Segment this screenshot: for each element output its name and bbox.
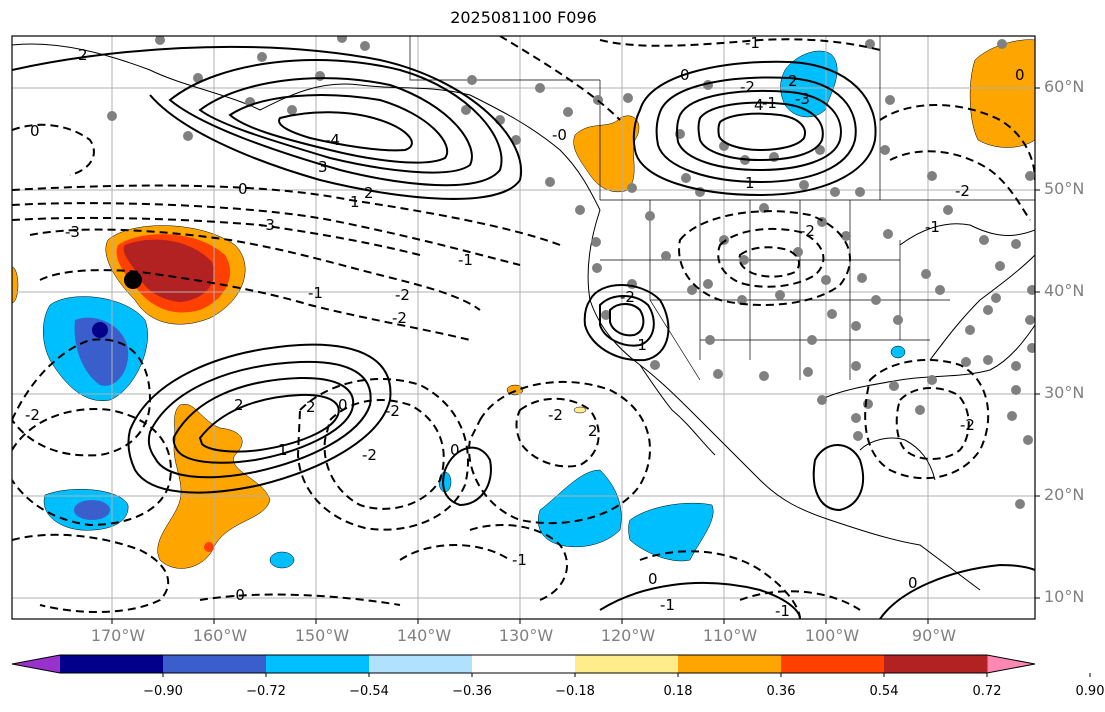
contour-label: 0: [1015, 66, 1025, 84]
lon-label: 120°W: [600, 626, 656, 645]
colorbar-segment: [266, 655, 370, 673]
colorbar-tick-label: −0.72: [246, 684, 286, 699]
contour-label: -1: [660, 596, 675, 614]
contour-label: 2: [78, 46, 88, 64]
contour-label: -2: [395, 286, 410, 304]
contour-label: -3: [795, 90, 810, 108]
contour-label: -2: [620, 288, 635, 306]
lon-label: 90°W: [911, 626, 957, 645]
contour-label: 2: [588, 422, 598, 440]
map-title: 2025081100 F096: [450, 8, 597, 27]
colorbar-tick-label: 0.18: [663, 684, 693, 699]
lat-label: 40°N: [1044, 281, 1085, 300]
contour-label: 2: [234, 396, 244, 414]
colorbar-extend-min: [12, 655, 60, 673]
contour-label: -0: [230, 586, 245, 604]
contour-label: -1: [512, 551, 527, 569]
contour-label: -2: [362, 446, 377, 464]
colorbar-tick-label: −0.54: [349, 684, 389, 699]
contour-label: 1: [745, 174, 755, 192]
colorbar-segment: [472, 655, 576, 673]
lat-label: 60°N: [1044, 77, 1085, 96]
contour-label: -2: [955, 182, 970, 200]
lon-label: 140°W: [396, 626, 452, 645]
map-frame: [11, 35, 1036, 620]
colorbar-tick-label: 0.72: [972, 684, 1002, 699]
contour-label: -2: [960, 416, 975, 434]
contour-label: 0: [450, 441, 460, 459]
contour-label: 0: [648, 570, 658, 588]
lon-label: 150°W: [294, 626, 350, 645]
contour-label: -1: [458, 251, 473, 269]
location-marker: [124, 271, 142, 289]
lat-label: 20°N: [1044, 485, 1085, 504]
colorbar-segment: [163, 655, 267, 673]
colorbar-tick-label: 0.90: [1075, 684, 1105, 699]
lat-ticks: [1035, 87, 1040, 599]
colorbar-segment: [575, 655, 679, 673]
colorbar-segment: [884, 655, 988, 673]
contour-label: -1: [775, 602, 790, 620]
contour-label: -2: [548, 406, 563, 424]
lat-label: 10°N: [1044, 587, 1085, 606]
negative-contours: [12, 36, 1035, 619]
contour-label: -1: [745, 34, 760, 52]
contour-label: 4: [754, 96, 764, 114]
contour-label: 3: [318, 158, 328, 176]
contour-label: 2: [306, 398, 316, 416]
colorbar-segment: [781, 655, 885, 673]
contour-label: -1: [762, 94, 777, 112]
contour-label: 1: [350, 193, 360, 211]
lon-ticks: [111, 619, 929, 624]
contour-label: -3: [260, 216, 275, 234]
colorbar-segment: [60, 655, 164, 673]
colorbar-segment: [678, 655, 782, 673]
contour-label: 2: [788, 72, 798, 90]
lat-label: 50°N: [1044, 179, 1085, 198]
contour-label: -2: [800, 222, 815, 240]
colorbar-tick-label: 0.36: [766, 684, 796, 699]
colorbar-tick-label: −0.36: [452, 684, 492, 699]
shaded-anomalies: [12, 39, 1035, 569]
contour-label: 0: [238, 180, 248, 198]
contour-label: -2: [25, 406, 40, 424]
contour-label: -0: [552, 126, 567, 144]
contour-label: -2: [385, 402, 400, 420]
lon-label: 110°W: [702, 626, 758, 645]
contour-label: 0: [908, 574, 918, 592]
lon-label: 130°W: [498, 626, 554, 645]
colorbar-extend-max: [987, 655, 1035, 673]
contour-label: 0: [30, 122, 40, 140]
graticule: [12, 36, 1035, 619]
contour-label: -2: [392, 309, 407, 327]
coastlines: [12, 43, 1035, 591]
colorbar-outline: [11, 654, 1036, 674]
lon-label: 160°W: [192, 626, 248, 645]
contour-label: -3: [65, 223, 80, 241]
lat-label: 30°N: [1044, 383, 1085, 402]
colorbar-segment: [369, 655, 473, 673]
colorbar-tick-label: 0.54: [869, 684, 899, 699]
positive-contours: [12, 45, 1035, 619]
contour-label: -1: [632, 336, 647, 354]
contour-label: -1: [308, 284, 323, 302]
contour-label: -4: [325, 131, 340, 149]
lon-label: 170°W: [90, 626, 146, 645]
colorbar-tick-label: −0.18: [555, 684, 595, 699]
contour-labels: -3 -2 2 0 -1 -4 3 0 2 1 -3 -1 -2 -2 -0 -…: [25, 34, 1025, 620]
contour-label: 0: [680, 66, 690, 84]
contour-label: 1: [278, 441, 288, 459]
colorbar: [11, 654, 1091, 677]
contour-label: 2: [364, 184, 374, 202]
colorbar-tick-label: −0.90: [143, 684, 183, 699]
contour-label: -1: [925, 218, 940, 236]
contour-label: -2: [740, 78, 755, 96]
contour-label: 0: [338, 396, 348, 414]
lon-label: 100°W: [804, 626, 860, 645]
